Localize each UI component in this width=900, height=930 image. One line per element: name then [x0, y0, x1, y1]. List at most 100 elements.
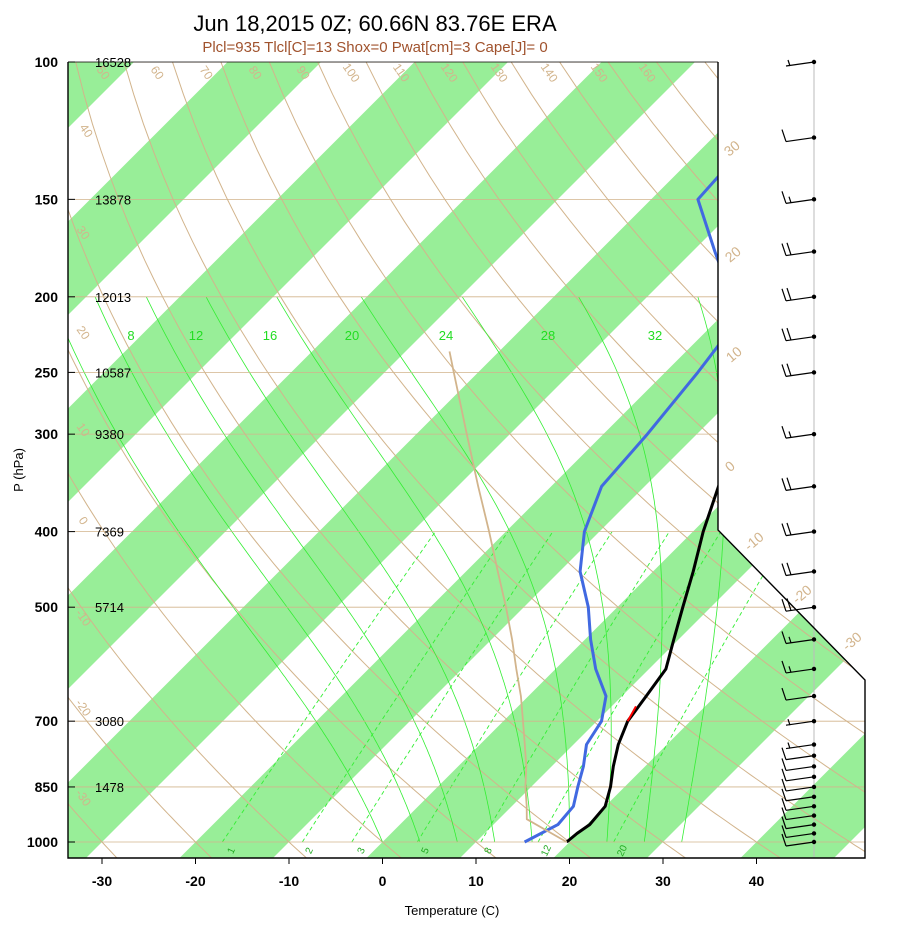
wind-barb-flag: [781, 129, 787, 142]
wind-barb-station: [811, 59, 817, 65]
y-tick-label: 300: [35, 426, 59, 442]
wind-barb-flag: [781, 191, 787, 204]
wind-barb-flag: [788, 666, 792, 673]
y-tick-label: 150: [35, 191, 59, 207]
wind-barb-flag: [781, 687, 787, 701]
y-tick-label: 250: [35, 364, 59, 380]
wind-barb-shaft: [785, 136, 815, 143]
height-label: 1478: [95, 780, 124, 795]
wind-barb-station: [811, 637, 817, 642]
dry-adiabat-label: 140: [538, 60, 561, 85]
wind-barb-shaft: [785, 695, 815, 701]
wind-barb-station: [811, 804, 817, 809]
x-tick-label: -10: [279, 873, 299, 889]
y-tick-label: 400: [35, 524, 59, 540]
dry-adiabat-label: -20: [73, 697, 95, 720]
wind-barb-station: [811, 839, 817, 845]
wind-barb-station: [811, 753, 817, 758]
wind-barb-station: [811, 370, 817, 375]
isotherm-band: [531, 62, 865, 858]
isotherm-band: [68, 62, 865, 858]
wind-barb-flag: [786, 242, 792, 256]
mixing-ratio-bottom-label: 8: [483, 846, 496, 856]
dry-adiabat-line: [365, 62, 865, 858]
wind-barb-station: [811, 484, 817, 489]
series-parcel-line: [448, 351, 568, 843]
dry-adiabat-line: [849, 62, 865, 858]
wind-barb-station: [811, 718, 817, 724]
wind-barb: [781, 327, 817, 342]
wind-barb-station: [811, 742, 817, 747]
wind-barb: [781, 687, 817, 701]
isotherm-band: [0, 0, 9, 880]
wind-barb-flag: [781, 798, 787, 811]
wind-barb-flag: [788, 431, 792, 438]
wind-barb-flag: [787, 59, 791, 67]
wind-barb-flag: [781, 364, 787, 377]
dry-adiabat-label: 40: [77, 121, 96, 140]
isotherm-label: 0: [722, 457, 738, 474]
wind-barb-flag: [781, 788, 787, 801]
height-label: 13878: [95, 192, 131, 207]
wind-barb: [781, 477, 817, 491]
wind-barb-station: [811, 813, 817, 818]
height-label: 10587: [95, 365, 131, 380]
wind-barb-shaft: [785, 765, 815, 772]
isotherm-label: -30: [839, 628, 865, 653]
x-axis-label: Temperature (C): [405, 903, 500, 918]
wind-barb-shaft: [785, 824, 815, 830]
wind-barb: [785, 59, 817, 67]
y-tick-label: 500: [35, 599, 59, 615]
moist-adiabat-line: [68, 328, 383, 843]
dry-adiabat-line: [68, 62, 403, 858]
wind-barb-flag: [781, 778, 787, 792]
wind-barb-flag: [781, 816, 787, 829]
y-tick-label: 200: [35, 289, 59, 305]
wind-barb-station: [811, 249, 817, 254]
wind-barb-flag: [786, 363, 792, 376]
dry-adiabat-line: [752, 62, 865, 858]
wind-barb: [781, 807, 817, 821]
wind-barb: [781, 833, 817, 847]
isotherm-label: 30: [721, 137, 743, 159]
isotherm-band: [68, 62, 383, 858]
wind-barb-station: [811, 431, 817, 437]
wind-barb: [781, 363, 817, 377]
isotherm-band: [157, 62, 865, 858]
wind-barb: [781, 816, 817, 830]
wind-barb-flag: [787, 718, 791, 726]
dry-adiabat-line: [68, 62, 213, 858]
height-label: 3080: [95, 714, 124, 729]
wind-barb-flag: [781, 478, 787, 491]
x-tick-label: 0: [379, 873, 387, 889]
series-temperature-line: [565, 62, 865, 844]
wind-barb-station: [811, 604, 817, 610]
wind-barb-station: [811, 784, 817, 790]
wind-barb-shaft: [785, 61, 815, 67]
wind-barb: [781, 242, 817, 257]
mixing-ratio-line: [221, 531, 436, 843]
wind-barb: [781, 129, 817, 143]
wind-barb: [785, 742, 817, 750]
wind-barb-station: [811, 774, 817, 780]
wind-barb-flag: [781, 747, 787, 760]
moist-adiabats: [68, 296, 726, 843]
isotherm-label: -20: [789, 581, 815, 606]
moist-adiabat-line: [94, 296, 421, 843]
mixing-ratio-label: 8: [127, 328, 134, 343]
wind-barb-station: [811, 794, 817, 799]
moist-adiabat-line: [276, 296, 533, 843]
isotherm-label: 10: [723, 343, 745, 365]
wind-barb-shaft: [785, 755, 815, 761]
wind-barb-shaft: [785, 786, 815, 792]
x-tick-label: 10: [468, 873, 484, 889]
lcl-marker: [626, 705, 637, 722]
wind-barb: [785, 718, 817, 726]
mixing-ratio-bottom-label: 5: [420, 846, 433, 856]
moist-adiabat-line: [145, 296, 458, 843]
wind-barb: [781, 758, 817, 772]
isotherm-bands: [0, 0, 865, 880]
wind-barb-flag: [787, 742, 791, 749]
mixing-ratio-label: 12: [189, 328, 203, 343]
